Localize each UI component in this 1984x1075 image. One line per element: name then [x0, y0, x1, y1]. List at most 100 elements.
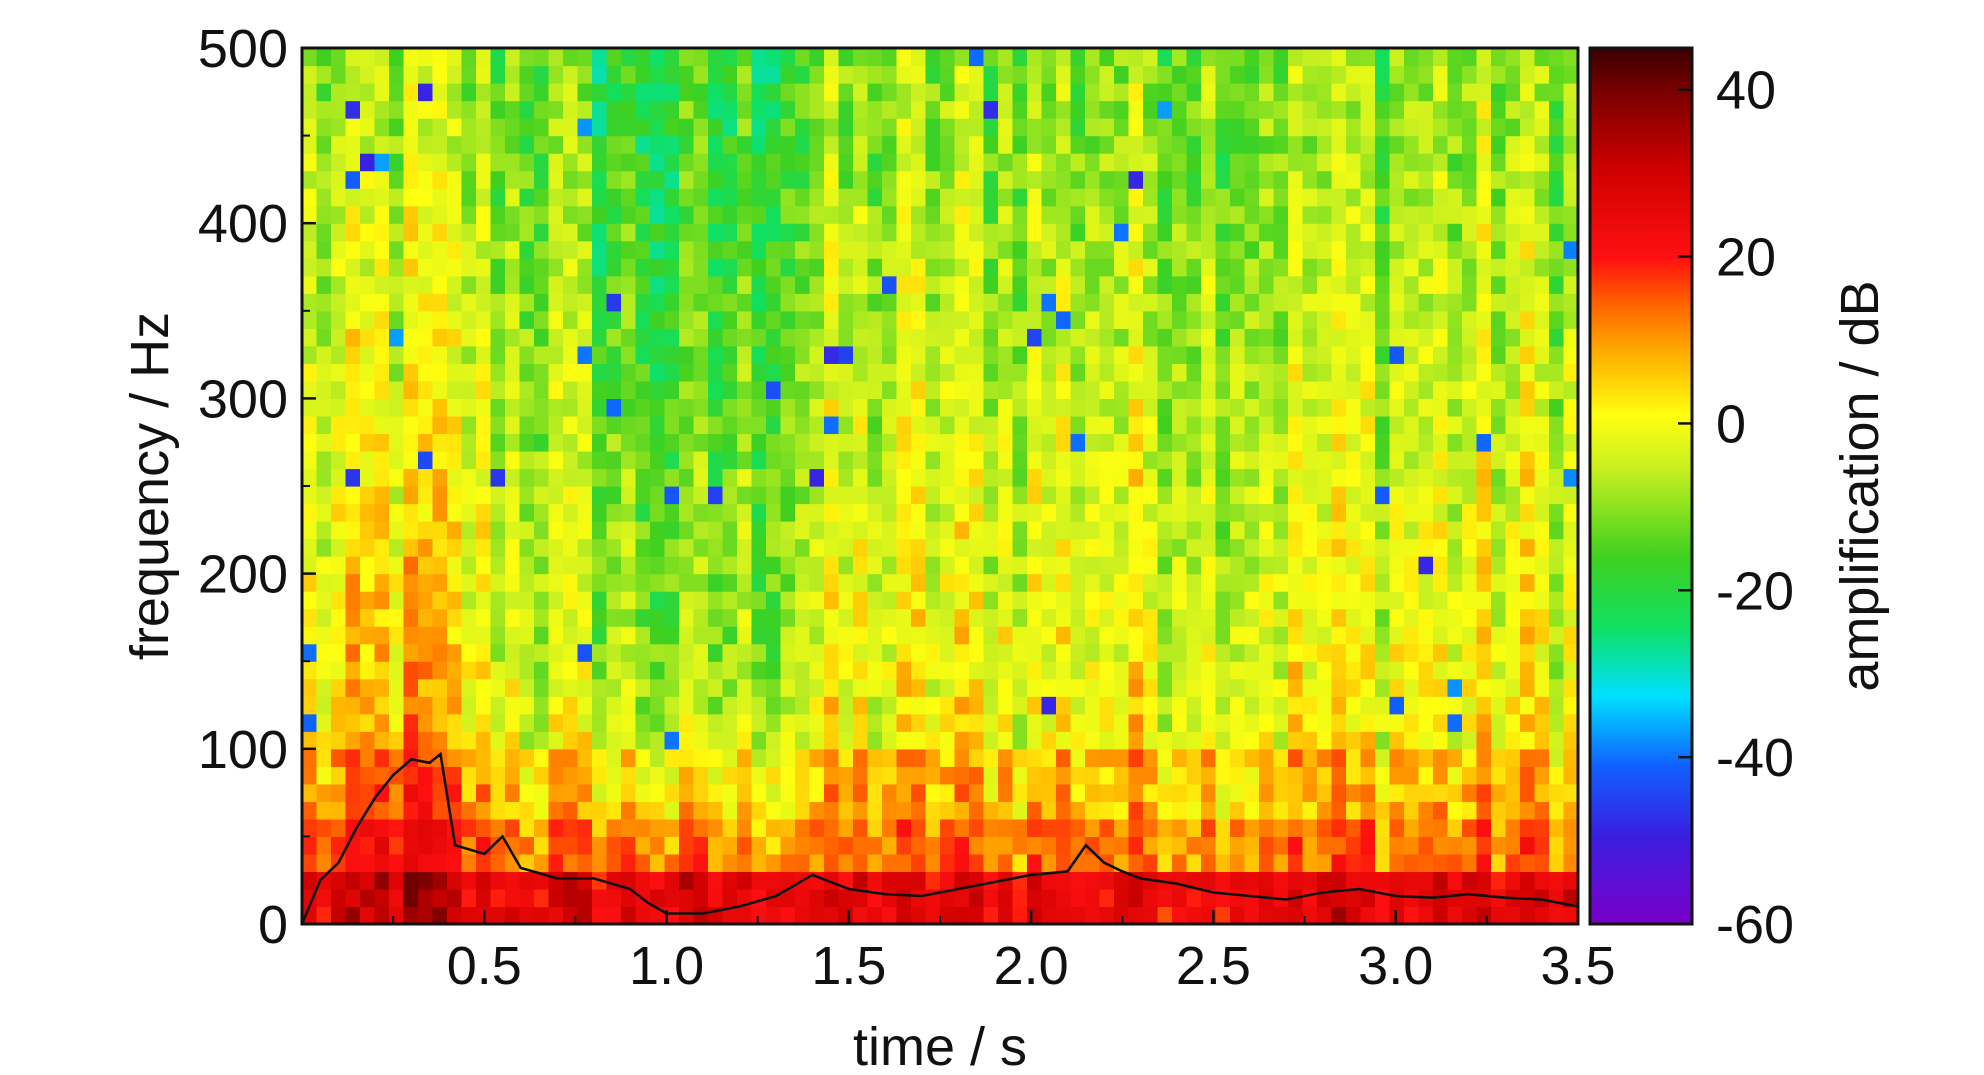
heatmap-cell	[635, 83, 651, 102]
heatmap-cell	[1259, 468, 1275, 487]
heatmap-cell	[1563, 100, 1578, 119]
heatmap-cell	[751, 398, 767, 417]
heatmap-cell	[1114, 556, 1130, 575]
heatmap-cell	[1534, 713, 1550, 732]
heatmap-cell	[693, 871, 709, 890]
heatmap-cell	[867, 380, 883, 399]
heatmap-cell	[1259, 608, 1275, 627]
heatmap-cell	[998, 888, 1014, 908]
heatmap-cell	[1070, 345, 1086, 364]
heatmap-cell	[505, 801, 521, 820]
heatmap-cell	[331, 626, 347, 645]
heatmap-cell	[1520, 696, 1536, 715]
heatmap-cell	[1476, 678, 1492, 697]
heatmap-cell	[1128, 556, 1144, 575]
heatmap-cell	[1143, 696, 1159, 715]
heatmap-cell	[1230, 258, 1246, 277]
heatmap-cell	[302, 223, 318, 242]
heatmap-cell	[1563, 450, 1578, 470]
heatmap-cell	[519, 135, 535, 154]
heatmap-cell	[563, 818, 579, 837]
heatmap-cell	[1534, 573, 1550, 592]
heatmap-cell	[534, 486, 550, 505]
heatmap-cell	[1360, 468, 1376, 487]
heatmap-cell	[621, 801, 637, 820]
heatmap-cell	[316, 731, 332, 750]
heatmap-cell	[693, 188, 709, 207]
heatmap-cell	[693, 538, 709, 557]
heatmap-cell	[1520, 275, 1536, 294]
heatmap-cell	[766, 363, 782, 382]
heatmap-cell	[1114, 135, 1130, 154]
heatmap-cell	[780, 731, 796, 750]
heatmap-cell	[1520, 188, 1536, 207]
heatmap-cell	[1027, 275, 1043, 294]
heatmap-cell	[1389, 801, 1405, 820]
heatmap-cell	[1433, 433, 1449, 452]
heatmap-cell	[1549, 748, 1565, 767]
heatmap-cell	[838, 450, 854, 470]
heatmap-cell	[1172, 853, 1188, 873]
heatmap-cell	[447, 380, 463, 399]
heatmap-cell	[331, 310, 347, 329]
heatmap-cell	[838, 433, 854, 452]
heatmap-cell	[824, 853, 840, 873]
heatmap-cell	[1244, 556, 1260, 575]
heatmap-cell	[1360, 310, 1376, 329]
heatmap-cell	[302, 188, 318, 207]
heatmap-cell	[1491, 48, 1507, 67]
heatmap-cell	[548, 310, 564, 329]
heatmap-cell	[1085, 188, 1101, 207]
heatmap-cell	[954, 328, 970, 347]
heatmap-cell	[1099, 153, 1115, 172]
heatmap-cell	[722, 328, 738, 347]
heatmap-cell	[867, 310, 883, 329]
heatmap-cell	[1549, 363, 1565, 382]
heatmap-cell	[1172, 573, 1188, 592]
heatmap-cell	[432, 415, 448, 435]
heatmap-cell	[1143, 310, 1159, 329]
heatmap-cell	[1201, 696, 1217, 715]
heatmap-cell	[1259, 48, 1275, 67]
heatmap-cell	[708, 153, 724, 172]
heatmap-cell	[983, 153, 999, 172]
heatmap-cell	[447, 328, 463, 347]
heatmap-cell	[1534, 783, 1550, 802]
heatmap-cell	[1491, 556, 1507, 575]
heatmap-cell	[1143, 170, 1159, 189]
heatmap-cell	[331, 713, 347, 732]
heatmap-cell	[1172, 818, 1188, 837]
heatmap-cell	[1143, 608, 1159, 627]
heatmap-cell	[1360, 591, 1376, 610]
heatmap-cell	[896, 450, 912, 470]
heatmap-cell	[824, 591, 840, 610]
heatmap-cell	[853, 310, 869, 329]
heatmap-cell	[1157, 328, 1173, 347]
heatmap-cell	[374, 328, 390, 347]
heatmap-cell	[664, 783, 680, 802]
heatmap-cell	[853, 345, 869, 364]
heatmap-cell	[940, 100, 956, 119]
heatmap-cell	[1549, 293, 1565, 312]
heatmap-cell	[1230, 853, 1246, 873]
heatmap-cell	[1520, 713, 1536, 732]
heatmap-cell	[1563, 766, 1578, 785]
heatmap-cell	[896, 906, 912, 924]
heatmap-cell	[925, 801, 941, 820]
heatmap-cell	[447, 503, 463, 522]
heatmap-cell	[1375, 240, 1391, 259]
heatmap-cell	[1157, 450, 1173, 470]
heatmap-cell	[1418, 240, 1434, 259]
heatmap-cell	[534, 450, 550, 470]
heatmap-cell	[374, 888, 390, 908]
heatmap-cell	[737, 731, 753, 750]
heatmap-cell	[1157, 713, 1173, 732]
heatmap-cell	[1302, 731, 1318, 750]
heatmap-cell	[650, 748, 666, 767]
heatmap-cell	[1027, 188, 1043, 207]
heatmap-cell	[1027, 380, 1043, 399]
heatmap-cell	[693, 626, 709, 645]
heatmap-cell	[1259, 118, 1275, 137]
heatmap-cell	[867, 853, 883, 873]
heatmap-cell	[1433, 836, 1449, 855]
